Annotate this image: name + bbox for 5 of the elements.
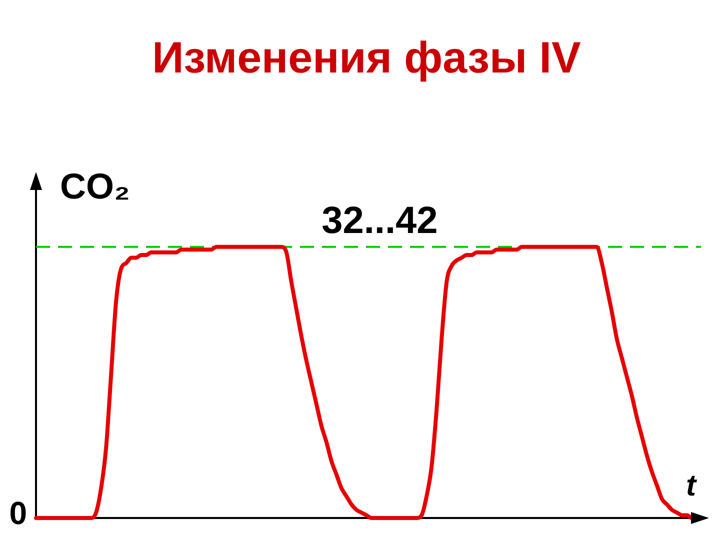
ref-line-label: 32...42 [322, 200, 438, 242]
x-axis-title: t [686, 469, 698, 502]
chart-title: Изменения фазы IV [152, 34, 582, 83]
y-axis-title: CO₂ [60, 166, 130, 207]
text: 0 [9, 494, 27, 531]
